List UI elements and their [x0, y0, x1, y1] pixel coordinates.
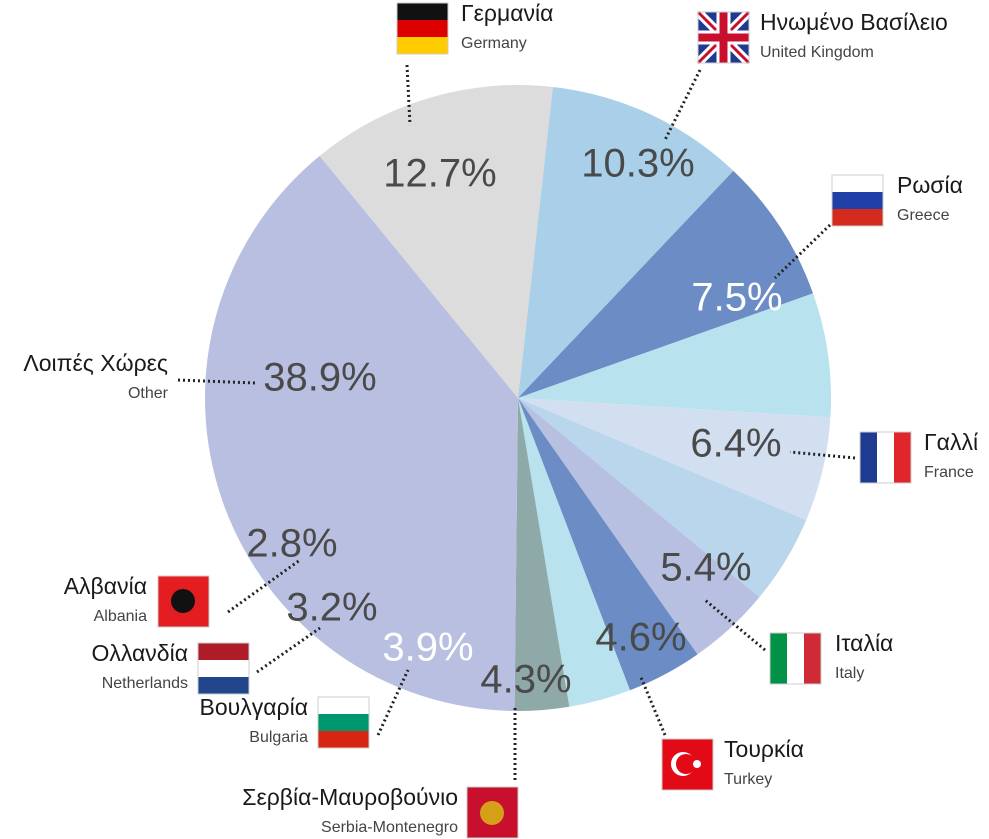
- country-name: Τουρκία: [724, 736, 804, 762]
- flag-part: [832, 209, 883, 226]
- flag-border: [197, 642, 250, 695]
- leader-line: [405, 64, 412, 126]
- leader-line: [704, 598, 766, 652]
- flag-part: [877, 432, 894, 483]
- flag-border: [396, 2, 449, 55]
- percent-label: 2.8%: [246, 522, 337, 566]
- percent-label: 12.7%: [383, 152, 496, 196]
- flag: [859, 431, 912, 484]
- flag-part: [198, 677, 249, 694]
- flag-part: [860, 432, 877, 483]
- flag-part: [804, 633, 821, 684]
- pie-slice: [518, 398, 807, 598]
- leader-line: [663, 69, 702, 141]
- flag: [157, 575, 210, 628]
- country-name: Ιταλία: [835, 630, 893, 656]
- country-name-en: Netherlands: [102, 675, 188, 692]
- flag: [197, 642, 250, 695]
- flag-part: [397, 20, 448, 37]
- percent-label: 4.3%: [480, 658, 571, 702]
- percent-label: 38.9%: [263, 356, 376, 400]
- percent-label: 5.4%: [660, 546, 751, 590]
- country-name-en: Turkey: [724, 771, 772, 788]
- flag-part: [198, 643, 249, 660]
- pie-slice: [204, 155, 518, 711]
- flag-part: [171, 589, 195, 613]
- country-name-en: Germany: [461, 35, 527, 52]
- pie-slice: [518, 86, 734, 399]
- country-name-en: Bulgaria: [249, 729, 308, 746]
- flag-part: [698, 33, 749, 42]
- flag: [661, 738, 714, 791]
- country-name: Ολλανδία: [91, 640, 188, 666]
- flag: [769, 632, 822, 685]
- flag-part: [198, 660, 249, 677]
- leader-line: [376, 669, 410, 736]
- country-name: Λοιπές Χώρες: [23, 350, 168, 376]
- flag-border: [769, 632, 822, 685]
- flag-part: [787, 633, 804, 684]
- country-name-en: Greece: [897, 207, 950, 224]
- pie-slice: [518, 398, 760, 655]
- country-name-en: Serbia-Montenegro: [321, 819, 458, 836]
- percent-label: 3.9%: [382, 626, 473, 670]
- flag-part: [770, 633, 787, 684]
- country-name-en: Other: [128, 385, 169, 402]
- flag-border: [157, 575, 210, 628]
- flag-part: [480, 801, 504, 825]
- flag-part: [676, 754, 696, 774]
- percent-label: 3.2%: [286, 586, 377, 630]
- flag-border: [831, 174, 884, 227]
- country-name-en: Albania: [94, 608, 147, 625]
- country-name: Αλβανία: [64, 573, 147, 599]
- country-name: Ρωσία: [897, 172, 963, 198]
- flag: [396, 2, 449, 55]
- flag-border: [317, 696, 370, 749]
- percent-label: 4.6%: [595, 616, 686, 660]
- flag-border: [466, 786, 519, 839]
- pie-slice: [518, 293, 831, 418]
- pie-slice: [518, 398, 630, 707]
- leader-line: [256, 626, 321, 674]
- flag-part: [894, 432, 911, 483]
- country-name: Σερβία-Μαυροβούνιο: [242, 784, 458, 810]
- percent-label: 10.3%: [581, 142, 694, 186]
- flag-part: [832, 192, 883, 209]
- pie-slice: [518, 170, 814, 398]
- pie-slice: [514, 398, 570, 711]
- flag-border: [661, 738, 714, 791]
- leader-line: [789, 450, 856, 460]
- leader-line: [638, 674, 667, 736]
- flag-part: [832, 175, 883, 192]
- flag-part: [397, 37, 448, 54]
- country-name: Ηνωμένο Βασίλειο: [760, 9, 948, 35]
- flag-part: [397, 3, 448, 20]
- country-name: Γερμανία: [461, 0, 553, 26]
- flag: [466, 786, 519, 839]
- flag-part: [693, 760, 701, 768]
- country-name-en: United Kingdom: [760, 44, 874, 61]
- flag-part: [318, 731, 369, 748]
- pie-slice: [319, 84, 553, 398]
- flag-border: [697, 11, 750, 64]
- country-name-en: Italy: [835, 665, 864, 682]
- flag: [317, 696, 370, 749]
- country-name: Βουλγαρία: [200, 694, 309, 720]
- country-name-en: France: [924, 464, 974, 481]
- pie-slice: [518, 398, 698, 691]
- percent-label: 7.5%: [691, 276, 782, 320]
- flag-part: [318, 697, 369, 714]
- country-name: Γαλλί: [924, 429, 978, 455]
- flag: [831, 174, 884, 227]
- percent-label: 6.4%: [690, 422, 781, 466]
- flag: [694, 8, 753, 67]
- flag-border: [859, 431, 912, 484]
- pie-slice: [518, 398, 831, 521]
- flag-part: [318, 714, 369, 731]
